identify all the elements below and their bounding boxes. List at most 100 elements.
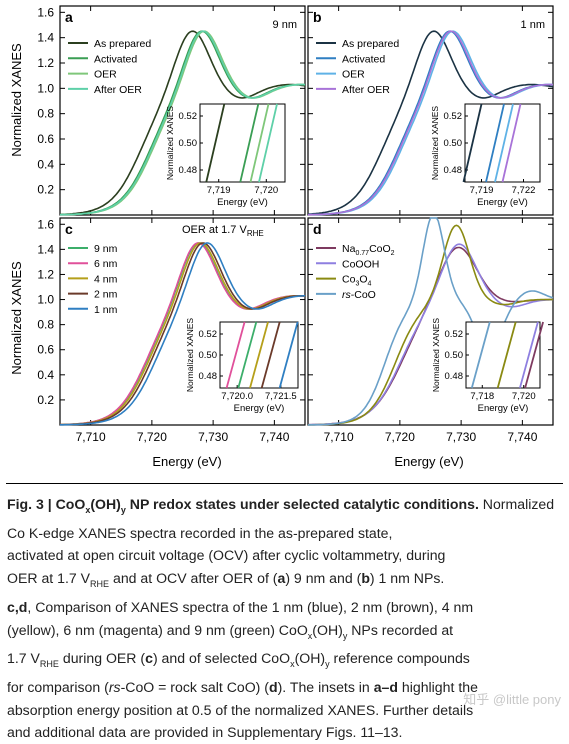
legend-label: As prepared: [94, 38, 151, 50]
legend: As prepared Activated OER After OER: [316, 38, 399, 96]
legend-label: Activated: [342, 53, 385, 65]
x-tick-label: 7,710: [324, 430, 354, 444]
inset-series-line: [249, 321, 269, 389]
subscript: 0.77: [355, 250, 369, 257]
legend-text: CoO: [369, 243, 391, 255]
inset-x-tick-label: 7,718: [470, 391, 494, 402]
legend-label: 2 nm: [94, 289, 118, 301]
y-tick-label: 1.0: [37, 81, 54, 95]
caption-line-9: and additional data are provided in Supp…: [7, 724, 403, 741]
panel-size-tag: 1 nm: [521, 19, 545, 31]
legend-label: Na0.77CoO2: [342, 243, 395, 257]
inset-x-label: Energy (eV): [234, 403, 285, 414]
x-tick-label: 7,710: [76, 430, 106, 444]
inset-series-line: [494, 103, 514, 183]
legend: As prepared Activated OER After OER: [68, 38, 151, 96]
panel-frame: [59, 217, 306, 426]
caption-line-2: activated at open circuit voltage (OCV) …: [7, 547, 446, 564]
y-axis-label-top: Normalized XANES: [9, 43, 24, 157]
y-tick-label: 0.2: [37, 393, 54, 407]
y-tick-label: 0.6: [37, 132, 54, 146]
inset-series-line: [278, 321, 299, 389]
subscript: 4: [368, 281, 372, 288]
panel-letter: a: [65, 9, 73, 25]
inset-y-tick-label: 0.52: [179, 111, 198, 122]
caption-line-8: absorption energy position at 0.5 of the…: [7, 701, 474, 718]
panel-letter: d: [313, 221, 322, 237]
caption-line-1: Normalized Co K-edge XANES spectra recor…: [7, 496, 555, 541]
watermark: 知乎 @little pony: [463, 692, 561, 707]
inset-x-tick-label: 7,720.0: [221, 391, 253, 402]
y-tick-label: 1.6: [37, 5, 54, 19]
y-tick-label: 0.8: [37, 318, 54, 332]
panel-d: 7,710 7,720 7,730 7,740dNa0.77CoO2CoOOHCo3O…: [307, 217, 554, 444]
inset-y-label: Normalized XANES: [430, 106, 440, 180]
inset-x-tick-label: 7,719: [470, 185, 494, 196]
caption-line-7: for comparison (rs-CoO = rock salt CoO) …: [7, 678, 478, 695]
inset-series-line: [237, 321, 258, 389]
subscript: RHE: [247, 229, 264, 238]
x-axis-label-left: Energy (eV): [152, 454, 221, 469]
series-line-1-nm: [60, 242, 305, 426]
y-tick-label: 1.2: [37, 267, 54, 281]
y-tick-label: 0.6: [37, 343, 54, 357]
y-tick-label: 1.6: [37, 217, 54, 231]
legend-label: After OER: [342, 84, 390, 96]
series-line-rs-coo: [308, 217, 554, 426]
series-line-after-oer: [308, 30, 554, 216]
panel-frame: [307, 5, 554, 216]
inset-y-tick-label: 0.50: [444, 138, 463, 149]
legend-label: Activated: [94, 53, 137, 65]
y-tick-label: 1.2: [37, 56, 54, 70]
inset-x-label: Energy (eV): [477, 197, 528, 208]
inset-x-label: Energy (eV): [217, 197, 268, 208]
panel-condition-tag: OER at 1.7 VRHE: [182, 224, 264, 238]
legend-label: rs-CoO: [342, 289, 376, 301]
inset-series-line: [225, 321, 246, 389]
inset-series-line: [205, 103, 226, 183]
inset-series-line: [258, 103, 278, 183]
inset-series-line: [260, 321, 281, 389]
inset-series-line: [249, 103, 270, 183]
panel-letter: c: [65, 221, 73, 237]
inset-series-line: [470, 321, 491, 389]
x-tick-label: 7,730: [446, 430, 476, 444]
x-tick-label: 7,730: [198, 430, 228, 444]
x-axis-label-right: Energy (eV): [394, 454, 463, 469]
inset-series-line: [496, 321, 517, 389]
series-line-co3o4: [307, 224, 553, 426]
inset-frame: [464, 103, 541, 183]
y-tick-label: 1.4: [37, 242, 54, 256]
y-axis-label-bottom: Normalized XANES: [9, 261, 24, 375]
inset-y-tick-label: 0.48: [179, 165, 198, 176]
panel-b: b 1 nm As prepared Activated OER After OER 0.5…: [307, 5, 554, 216]
inset-series-line: [239, 103, 260, 183]
inset-series-line: [524, 321, 544, 389]
inset-y-tick-label: 0.50: [199, 350, 218, 361]
inset-y-tick-label: 0.50: [179, 138, 198, 149]
caption-line-4: c,d, Comparison of XANES spectra of the …: [7, 598, 474, 615]
legend-label: 4 nm: [94, 273, 118, 285]
inset-y-tick-label: 0.52: [444, 111, 463, 122]
legend-label: 6 nm: [94, 258, 118, 270]
legend-text: CoOOH: [342, 258, 379, 270]
caption-line-6: 1.7 VRHE during OER (c) and of selected …: [7, 650, 470, 670]
inset-x-tick-label: 7,720: [512, 391, 536, 402]
inset-x-tick-label: 7,720: [254, 185, 278, 196]
inset-y-tick-label: 0.52: [445, 329, 464, 340]
inset-y-label: Normalized XANES: [165, 106, 175, 180]
panel-frame: [59, 5, 306, 216]
x-tick-label: 7,740: [259, 430, 289, 444]
legend-text: Na: [342, 243, 356, 255]
x-tick-label: 7,720: [137, 430, 167, 444]
y-tick-label: 0.4: [37, 368, 54, 382]
y-tick-label: 1.4: [37, 31, 54, 45]
panel-a: 0.2 0.4 0.6 0.8 1.0 1.2 1.4 1.6 a 9 nm As prepared…: [37, 5, 306, 216]
panel-letter: b: [313, 9, 322, 25]
inset-x-tick-label: 7,722: [512, 185, 536, 196]
legend-text: Co: [342, 274, 356, 286]
legend-label: 9 nm: [94, 243, 118, 255]
inset-y-label: Normalized XANES: [185, 318, 195, 392]
